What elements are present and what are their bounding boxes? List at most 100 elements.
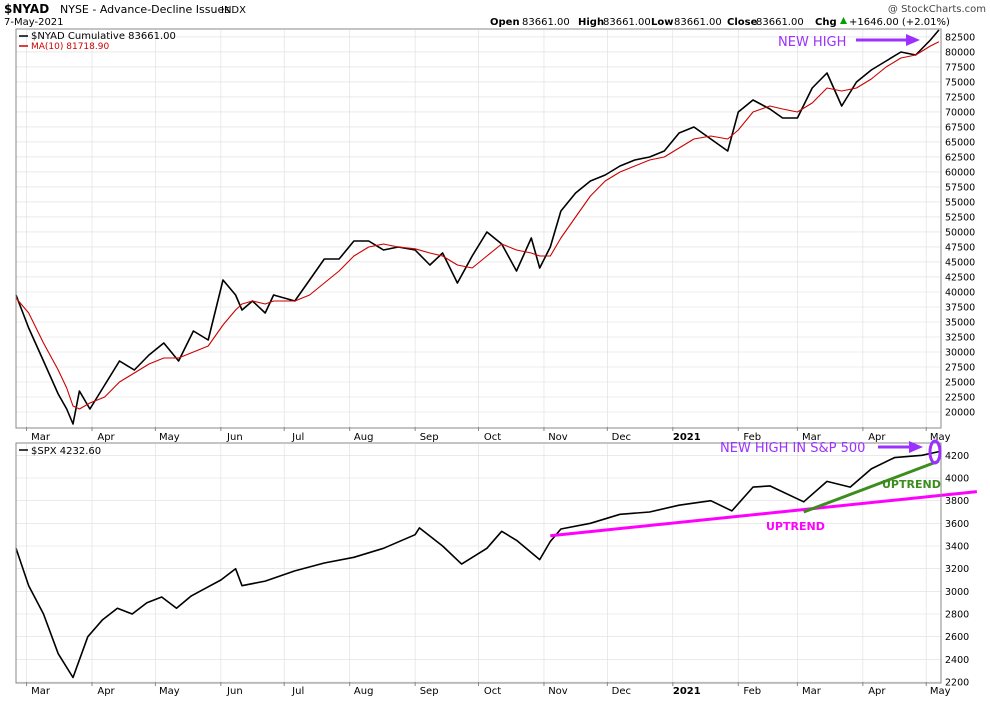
y-tick-label: 52500	[945, 212, 975, 223]
x-tick-label: Oct	[484, 686, 501, 697]
trendline-magenta	[550, 490, 978, 538]
y-tick-label: 3800	[945, 496, 969, 507]
up-triangle-icon	[840, 17, 847, 24]
top-panel-grid	[16, 30, 941, 427]
y-tick-label: 2800	[945, 610, 969, 621]
bottom-panel-x-axis: Mar Apr May Jun Jul Aug Sep Oct Nov Dec 2021 Feb Mar…	[26, 682, 951, 697]
x-tick-label: Aug	[354, 686, 374, 697]
x-tick-label: 2021	[673, 686, 701, 697]
x-tick-label: 2021	[673, 432, 701, 443]
x-tick-label: Apr	[97, 432, 115, 443]
top-panel-y-axis: 20000 22500 25000 27500 30000 32500 35000 37500…	[945, 32, 975, 418]
x-tick-label: Apr	[868, 686, 886, 697]
x-tick-label: Dec	[612, 686, 631, 697]
new-high-sp500-arrowhead	[909, 441, 923, 453]
close-value: 83661.00	[756, 17, 804, 28]
x-tick-label: Jul	[291, 686, 304, 697]
top-panel-frame	[15, 28, 942, 429]
close-label: Close	[727, 17, 758, 28]
top-panel-x-axis: Mar Apr May Jun Jul Aug Sep Oct Nov Dec 2021 Feb Mar…	[26, 427, 951, 443]
bottom-panel-frame	[15, 442, 942, 684]
y-tick-label: 50000	[945, 227, 975, 238]
open-label: Open	[490, 17, 520, 28]
y-tick-label: 75000	[945, 77, 975, 88]
low-value: 83661.00	[674, 17, 722, 28]
x-tick-label: May	[159, 686, 180, 697]
x-tick-label: Apr	[97, 686, 115, 697]
y-tick-label: 67500	[945, 122, 975, 133]
x-tick-label: Apr	[868, 432, 886, 443]
y-tick-label: 2200	[945, 678, 969, 689]
series-line-nyad-cumulative	[15, 29, 940, 425]
x-tick-label: Mar	[802, 686, 822, 697]
top-panel-series	[15, 29, 940, 425]
bottom-panel-y-axis: 2200 2400 2600 2800 3000 3200 3400 3600 3800 4000…	[945, 451, 969, 689]
x-tick-label: Nov	[548, 686, 568, 697]
uptrend-label-green: UPTREND	[882, 478, 941, 491]
instrument-name: NYSE - Advance-Decline Issues	[60, 3, 230, 16]
x-tick-label: Nov	[548, 432, 568, 443]
y-tick-label: 72500	[945, 92, 975, 103]
x-tick-label: Mar	[802, 432, 822, 443]
uptrend-label-magenta: UPTREND	[766, 520, 825, 533]
y-tick-label: 57500	[945, 182, 975, 193]
y-tick-label: 55000	[945, 197, 975, 208]
new-high-annotation: NEW HIGH	[778, 35, 846, 50]
copyright: @ StockCharts.com	[888, 4, 986, 15]
legend-spx: $SPX 4232.60	[31, 446, 101, 457]
x-tick-label: Feb	[743, 432, 761, 443]
new-high-arrowhead	[906, 34, 920, 46]
x-tick-label: Mar	[31, 686, 51, 697]
x-tick-label: May	[159, 432, 180, 443]
x-tick-label: Aug	[354, 432, 374, 443]
new-high-circle	[928, 439, 942, 465]
y-tick-label: 27500	[945, 362, 975, 373]
new-high-sp500-annotation: NEW HIGH IN S&P 500	[720, 441, 865, 456]
bottom-panel-series	[15, 450, 940, 679]
x-tick-label: Sep	[420, 686, 439, 697]
y-tick-label: 35000	[945, 317, 975, 328]
series-line-spx	[15, 450, 940, 679]
y-tick-label: 82500	[945, 32, 975, 43]
x-tick-label: Oct	[484, 432, 501, 443]
chg-value: +1646.00 (+2.01%)	[849, 17, 950, 28]
open-value: 83661.00	[522, 17, 570, 28]
y-tick-label: 30000	[945, 347, 975, 358]
y-tick-label: 3000	[945, 587, 969, 598]
y-tick-label: 65000	[945, 137, 975, 148]
x-tick-label: Jun	[226, 432, 243, 443]
chart-date: 7-May-2021	[4, 17, 64, 28]
y-tick-label: 20000	[945, 407, 975, 418]
low-label: Low	[651, 17, 673, 28]
bottom-panel-trendlines	[550, 459, 978, 538]
x-tick-label: Jun	[226, 686, 243, 697]
series-line-ma-10	[15, 41, 940, 410]
y-tick-label: 62500	[945, 152, 975, 163]
exchange-label: INDX	[221, 5, 246, 16]
trendline-green	[803, 459, 940, 514]
y-tick-label: 25000	[945, 377, 975, 388]
x-tick-label: Jul	[291, 432, 304, 443]
x-tick-label: Feb	[743, 686, 761, 697]
x-tick-label: May	[930, 686, 951, 697]
x-tick-label: May	[930, 432, 951, 443]
y-tick-label: 45000	[945, 257, 975, 268]
y-tick-label: 40000	[945, 287, 975, 298]
y-tick-label: 32500	[945, 332, 975, 343]
x-tick-label: Mar	[31, 432, 51, 443]
y-tick-label: 47500	[945, 242, 975, 253]
y-tick-label: 3600	[945, 519, 969, 530]
legend-nyad: $NYAD Cumulative 83661.00	[31, 31, 176, 42]
chg-label: Chg	[815, 17, 837, 28]
y-tick-label: 2600	[945, 632, 969, 643]
y-tick-label: 3200	[945, 564, 969, 575]
legend-ma: MA(10) 81718.90	[31, 42, 109, 52]
y-tick-label: 60000	[945, 167, 975, 178]
y-tick-label: 42500	[945, 272, 975, 283]
y-tick-label: 3400	[945, 542, 969, 553]
y-tick-label: 2400	[945, 655, 969, 666]
y-tick-label: 4000	[945, 474, 969, 485]
y-tick-label: 80000	[945, 47, 975, 58]
